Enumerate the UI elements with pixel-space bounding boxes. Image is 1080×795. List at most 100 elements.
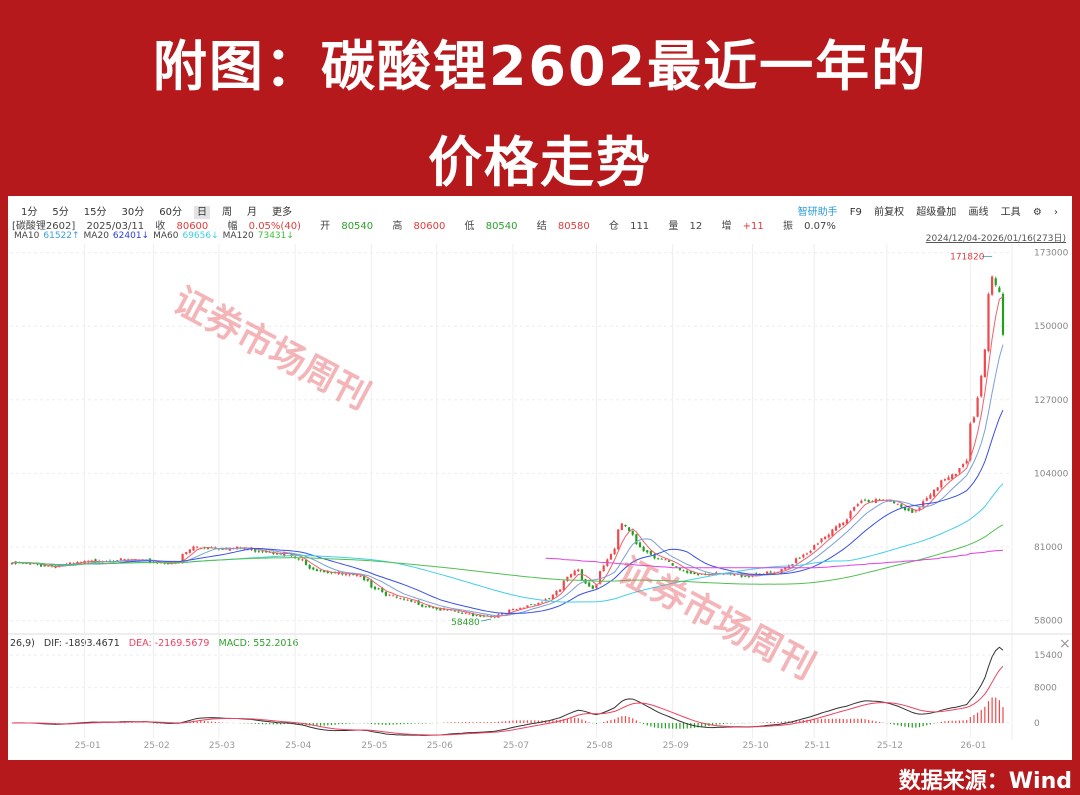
candle <box>878 499 881 501</box>
assistant-button[interactable]: 智研助手 <box>797 207 838 218</box>
candle <box>475 615 478 617</box>
candle <box>849 511 852 519</box>
candle <box>395 596 398 598</box>
low-marker-line <box>481 618 492 622</box>
date-range-selector[interactable]: 2024/12/04-2026/01/16(273日) <box>925 234 1066 244</box>
draw-button[interactable]: 画线 <box>968 207 989 218</box>
candle <box>896 503 899 505</box>
candle <box>344 574 348 576</box>
period-tab[interactable]: 30分 <box>121 207 145 218</box>
overlay-line <box>545 549 1004 569</box>
candle <box>958 468 961 473</box>
candle <box>794 558 798 563</box>
candle <box>834 526 838 531</box>
candle <box>628 527 631 531</box>
candle <box>341 573 344 575</box>
macd-tick-label: 0 <box>1034 719 1040 729</box>
candle <box>21 562 24 564</box>
ma-value: 73431↓ <box>257 231 294 241</box>
ma-value: 62401↓ <box>112 231 150 241</box>
candle <box>863 499 867 501</box>
candle <box>352 574 355 576</box>
open-label: 开 <box>320 221 331 232</box>
ma20-line <box>11 409 1004 614</box>
period-tab[interactable]: 15分 <box>83 207 107 218</box>
candle <box>682 570 685 572</box>
macd-header: 26,9) DIF: -1893.4671 DEA: -2169.5679 MA… <box>10 638 305 649</box>
dea-value: DEA: -2169.5679 <box>128 638 210 649</box>
candle <box>206 548 210 549</box>
gear-icon[interactable]: ⚙ <box>1032 207 1042 218</box>
adjust-button[interactable]: 前复权 <box>874 207 905 218</box>
period-tab[interactable]: 1分 <box>21 207 38 218</box>
candle <box>972 417 976 423</box>
period-tab[interactable]: 日 <box>193 206 210 219</box>
candle <box>613 548 616 555</box>
title-banner: 附图：碳酸锂2602最近一年的 价格走势 <box>0 0 1080 195</box>
candle <box>827 534 830 538</box>
candle <box>638 542 642 548</box>
candle <box>519 607 522 610</box>
candle <box>791 564 794 567</box>
candle <box>319 570 322 572</box>
candle <box>406 599 409 601</box>
close-icon[interactable]: × <box>1059 636 1071 652</box>
candle <box>609 554 613 560</box>
period-tab[interactable]: 5分 <box>52 207 69 218</box>
candle <box>479 615 482 617</box>
period-tab[interactable]: 更多 <box>271 207 292 218</box>
candle <box>925 498 928 501</box>
ma-label: MA120 <box>222 231 254 241</box>
candle <box>889 500 892 502</box>
candle <box>359 576 362 578</box>
x-tick-label: 25-07 <box>503 741 529 751</box>
candle <box>642 546 645 552</box>
candle <box>47 565 50 567</box>
x-tick-label: 25-12 <box>877 741 903 751</box>
candle <box>559 589 562 592</box>
title-line-1: 附图：碳酸锂2602最近一年的 <box>152 35 928 98</box>
tools-button[interactable]: 工具 <box>1000 207 1021 218</box>
candle <box>951 474 954 480</box>
candle <box>185 552 188 555</box>
candle <box>653 554 656 559</box>
candle <box>907 508 910 511</box>
candle <box>275 552 279 555</box>
ma-label: MA60 <box>153 231 179 241</box>
overlay-button[interactable]: 超级叠加 <box>916 207 957 218</box>
f9-button[interactable]: F9 <box>849 207 862 218</box>
candle <box>994 278 997 286</box>
x-tick-label: 25-10 <box>743 741 769 751</box>
ma-legend: MA10 61522↑ MA20 62401↓ MA60 69656↓ MA120 73431… <box>14 231 298 241</box>
volume-value: 12 <box>689 221 703 232</box>
period-tab[interactable]: 60分 <box>159 207 182 218</box>
candle <box>471 613 475 617</box>
candle <box>929 494 932 499</box>
candle <box>646 550 649 553</box>
ma-label: MA10 <box>14 231 40 241</box>
candle <box>991 276 994 295</box>
candle <box>747 576 750 577</box>
candle <box>279 553 282 555</box>
candle <box>457 611 460 613</box>
candle <box>631 530 634 535</box>
close-value: 80600 <box>176 221 209 232</box>
ma60-line <box>11 483 1004 603</box>
candle <box>882 499 885 501</box>
candle <box>932 489 936 497</box>
chevron-right-icon[interactable]: › <box>1054 207 1058 218</box>
candle <box>257 550 260 552</box>
candle <box>68 562 72 565</box>
period-tab[interactable]: 周 <box>221 207 232 218</box>
candle <box>598 571 602 584</box>
x-tick-label: 25-06 <box>427 741 453 751</box>
period-tab[interactable]: 月 <box>246 207 257 218</box>
candle <box>384 591 387 596</box>
candle <box>903 507 907 511</box>
candle <box>315 569 319 572</box>
candle <box>297 558 300 560</box>
candle <box>363 575 366 581</box>
candle <box>428 605 431 608</box>
candle <box>39 563 43 567</box>
volume-label: 量 <box>668 221 679 232</box>
